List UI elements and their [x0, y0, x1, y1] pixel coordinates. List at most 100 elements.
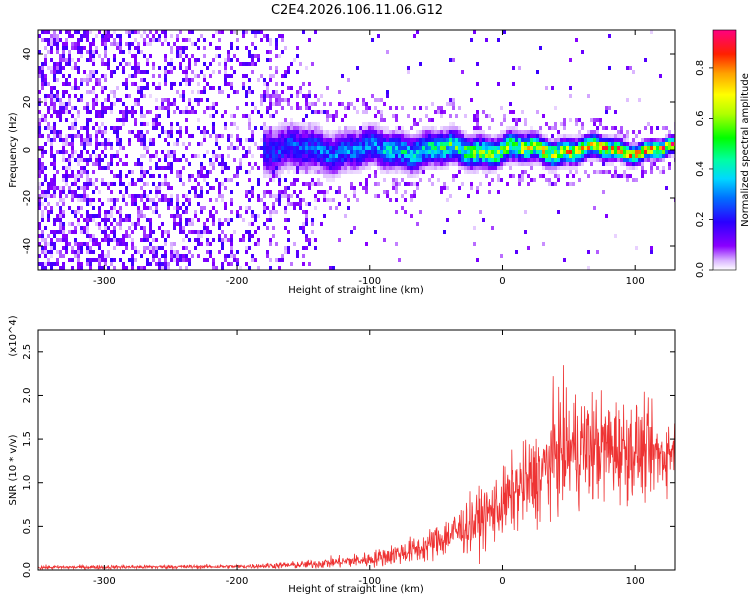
spectrogram-cell: [473, 146, 476, 150]
spectrogram-cell: [587, 146, 590, 150]
spectrogram-cell: [542, 154, 545, 158]
spectrogram-cell: [440, 142, 443, 146]
spectrogram-cell: [56, 38, 59, 42]
spectrogram-cell: [212, 114, 215, 118]
spectrogram-cell: [641, 170, 644, 174]
spectrogram-cell: [104, 34, 107, 38]
spectrogram-cell: [308, 182, 311, 186]
spectrogram-cell: [314, 238, 317, 242]
spectrogram-cell: [431, 182, 434, 186]
spectrogram-cell: [65, 234, 68, 238]
spectrogram-cell: [275, 126, 278, 130]
spectrogram-cell: [362, 150, 365, 154]
spectrogram-cell: [554, 170, 557, 174]
spectrogram-cell: [362, 102, 365, 106]
spectrogram-cell: [311, 150, 314, 154]
spectrogram-heatmap: [38, 30, 675, 270]
spectrogram-cell: [401, 146, 404, 150]
spectrogram-cell: [185, 234, 188, 238]
spectrogram-cell: [476, 158, 479, 162]
spectrogram-cell: [56, 134, 59, 138]
spectrogram-cell: [74, 226, 77, 230]
spectrogram-cell: [494, 170, 497, 174]
spectrogram-cell: [176, 142, 179, 146]
spectrogram-cell: [428, 134, 431, 138]
spectrogram-cell: [50, 254, 53, 258]
spectrogram-cell: [329, 158, 332, 162]
spectrogram-cell: [395, 114, 398, 118]
spectrogram-cell: [263, 174, 266, 178]
spectrogram-cell: [251, 58, 254, 62]
spectrogram-cell: [62, 226, 65, 230]
spectrogram-cell: [452, 158, 455, 162]
spectrogram-cell: [398, 126, 401, 130]
spectrogram-cell: [659, 154, 662, 158]
spectrogram-cell: [182, 94, 185, 98]
spectrogram-cell: [65, 82, 68, 86]
spectrogram-cell: [164, 98, 167, 102]
spectrogram-cell: [98, 206, 101, 210]
spectrogram-cell: [185, 126, 188, 130]
spectrogram-cell: [524, 150, 527, 154]
spectrogram-cell: [227, 138, 230, 142]
spectrogram-cell: [272, 178, 275, 182]
spectrogram-cell: [227, 58, 230, 62]
spectrogram-cell: [656, 150, 659, 154]
spectrogram-cell: [74, 182, 77, 186]
spectrogram-cell: [224, 178, 227, 182]
spectrogram-cell: [173, 154, 176, 158]
spectrogram-cell: [122, 182, 125, 186]
spectrogram-cell: [62, 50, 65, 54]
spectrogram-cell: [56, 34, 59, 38]
spectrogram-cell: [77, 130, 80, 134]
spectrogram-cell: [293, 158, 296, 162]
spectrogram-cell: [50, 266, 53, 270]
spectrogram-cell: [485, 146, 488, 150]
spectrogram-cell: [608, 146, 611, 150]
spectrogram-cell: [524, 142, 527, 146]
spectrogram-cell: [419, 166, 422, 170]
spectrogram-cell: [293, 122, 296, 126]
spectrogram-cell: [308, 154, 311, 158]
spectrogram-cell: [116, 126, 119, 130]
spectrogram-cell: [173, 150, 176, 154]
spectrogram-cell: [134, 102, 137, 106]
spectrogram-cell: [131, 266, 134, 270]
spectrogram-cell: [254, 142, 257, 146]
spectrogram-cell: [575, 166, 578, 170]
spectrogram-cell: [86, 106, 89, 110]
spectrogram-cell: [668, 166, 671, 170]
spectrogram-cell: [146, 42, 149, 46]
spectrogram-cell: [635, 134, 638, 138]
spectrogram-cell: [335, 150, 338, 154]
spectrogram-cell: [77, 242, 80, 246]
spectrogram-cell: [134, 118, 137, 122]
spectrogram-cell: [161, 166, 164, 170]
spectrogram-cell: [47, 258, 50, 262]
spectrogram-cell: [212, 34, 215, 38]
spectrogram-cell: [98, 114, 101, 118]
spectrogram-cell: [653, 146, 656, 150]
spectrogram-cell: [143, 54, 146, 58]
spectrogram-cell: [359, 130, 362, 134]
spectrogram-cell: [212, 150, 215, 154]
spectrogram-cell: [218, 194, 221, 198]
spectrogram-cell: [68, 110, 71, 114]
spectrogram-cell: [77, 114, 80, 118]
spectrogram-cell: [113, 90, 116, 94]
spectrogram-cell: [482, 166, 485, 170]
spectrogram-cell: [434, 146, 437, 150]
spectrogram-cell: [44, 38, 47, 42]
spectrogram-cell: [584, 134, 587, 138]
spectrogram-cell: [560, 154, 563, 158]
spectrogram-cell: [578, 154, 581, 158]
spectrogram-cell: [545, 154, 548, 158]
spectrogram-cell: [53, 38, 56, 42]
spectrogram-cell: [563, 162, 566, 166]
spectrogram-cell: [59, 222, 62, 226]
spectrogram-cell: [530, 134, 533, 138]
spectrogram-cell: [212, 70, 215, 74]
spectrogram-cell: [263, 194, 266, 198]
spectrogram-cell: [536, 138, 539, 142]
spectrogram-cell: [89, 118, 92, 122]
